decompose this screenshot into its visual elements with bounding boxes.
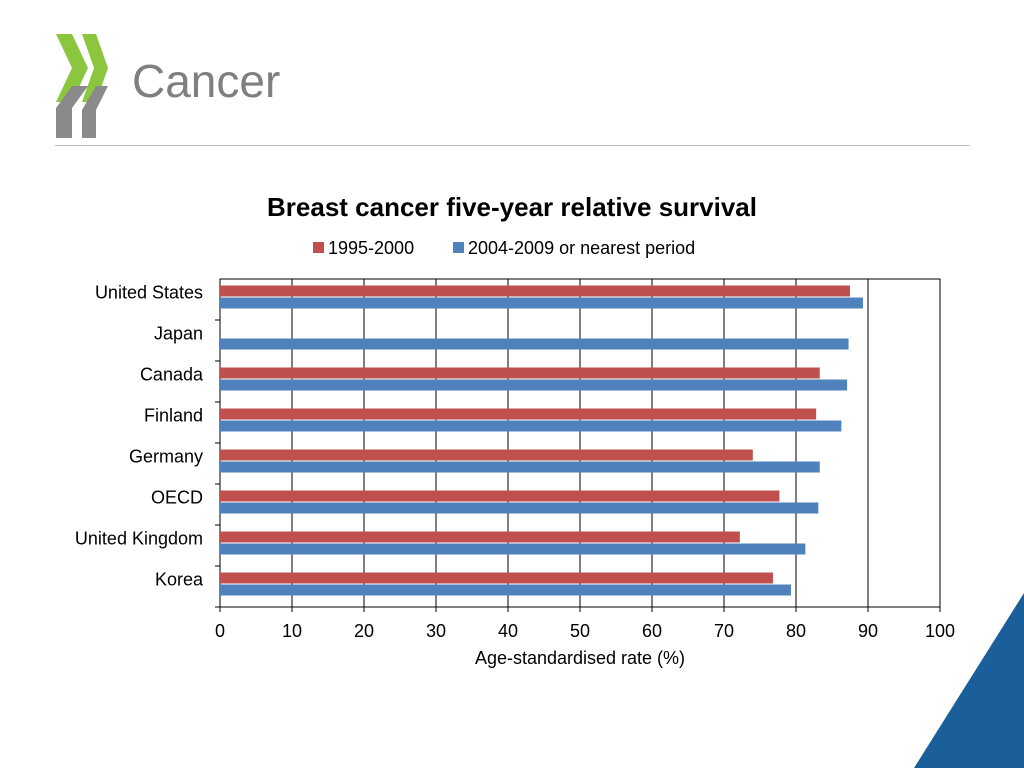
x-tick-label-50: 50 — [570, 621, 590, 641]
plot-area: 0 10 20 30 40 50 60 70 80 90 100 United States Japan… — [75, 278, 955, 641]
bar-korea-2004-2009 — [220, 584, 791, 596]
x-tick-label-80: 80 — [786, 621, 806, 641]
bar-oecd-1995-2000 — [220, 490, 780, 502]
oecd-logo — [56, 34, 108, 138]
bar-germany-1995-2000 — [220, 449, 753, 461]
category-label-germany: Germany — [129, 447, 203, 467]
category-label-oecd: OECD — [151, 488, 203, 508]
logo-chevron-gray-right — [82, 86, 108, 138]
slide-title: Cancer — [132, 55, 281, 107]
logo-chevron-green-right — [82, 34, 108, 102]
category-label-united-kingdom: United Kingdom — [75, 529, 203, 549]
corner-triangle — [914, 593, 1024, 768]
bar-united-kingdom-2004-2009 — [220, 543, 806, 555]
x-tick-label-60: 60 — [642, 621, 662, 641]
logo-chevron-gray-left — [56, 86, 88, 138]
category-label-japan: Japan — [154, 324, 203, 344]
bar-canada-1995-2000 — [220, 367, 820, 379]
category-label-canada: Canada — [140, 365, 204, 385]
legend-label-2004-2009: 2004-2009 or nearest period — [468, 238, 695, 258]
logo-chevron-green-left — [56, 34, 88, 102]
bar-canada-2004-2009 — [220, 379, 848, 391]
bar-oecd-2004-2009 — [220, 502, 819, 514]
category-label-korea: Korea — [155, 570, 204, 590]
legend-swatch-1995-2000 — [313, 242, 324, 253]
x-tick-label-10: 10 — [282, 621, 302, 641]
bar-finland-2004-2009 — [220, 420, 842, 432]
bar-japan-2004-2009 — [220, 338, 849, 350]
chart-title: Breast cancer five-year relative surviva… — [267, 192, 757, 222]
corner-decoration — [914, 593, 1024, 768]
legend: 1995-2000 2004-2009 or nearest period — [313, 238, 695, 258]
x-tick-label-20: 20 — [354, 621, 374, 641]
bar-korea-1995-2000 — [220, 572, 773, 584]
bar-united-states-1995-2000 — [220, 285, 850, 297]
x-tick-label-70: 70 — [714, 621, 734, 641]
bar-united-states-2004-2009 — [220, 297, 863, 309]
bar-germany-2004-2009 — [220, 461, 820, 473]
x-tick-label-30: 30 — [426, 621, 446, 641]
x-tick-label-90: 90 — [858, 621, 878, 641]
category-label-finland: Finland — [144, 406, 203, 426]
x-tick-label-100: 100 — [925, 621, 955, 641]
x-tick-label-40: 40 — [498, 621, 518, 641]
x-axis-label: Age-standardised rate (%) — [475, 648, 685, 668]
title-divider — [55, 145, 970, 146]
bar-united-kingdom-1995-2000 — [220, 531, 740, 543]
x-tick-label-0: 0 — [215, 621, 225, 641]
category-label-united-states: United States — [95, 283, 203, 303]
legend-label-1995-2000: 1995-2000 — [328, 238, 414, 258]
bar-finland-1995-2000 — [220, 408, 817, 420]
legend-swatch-2004-2009 — [453, 242, 464, 253]
